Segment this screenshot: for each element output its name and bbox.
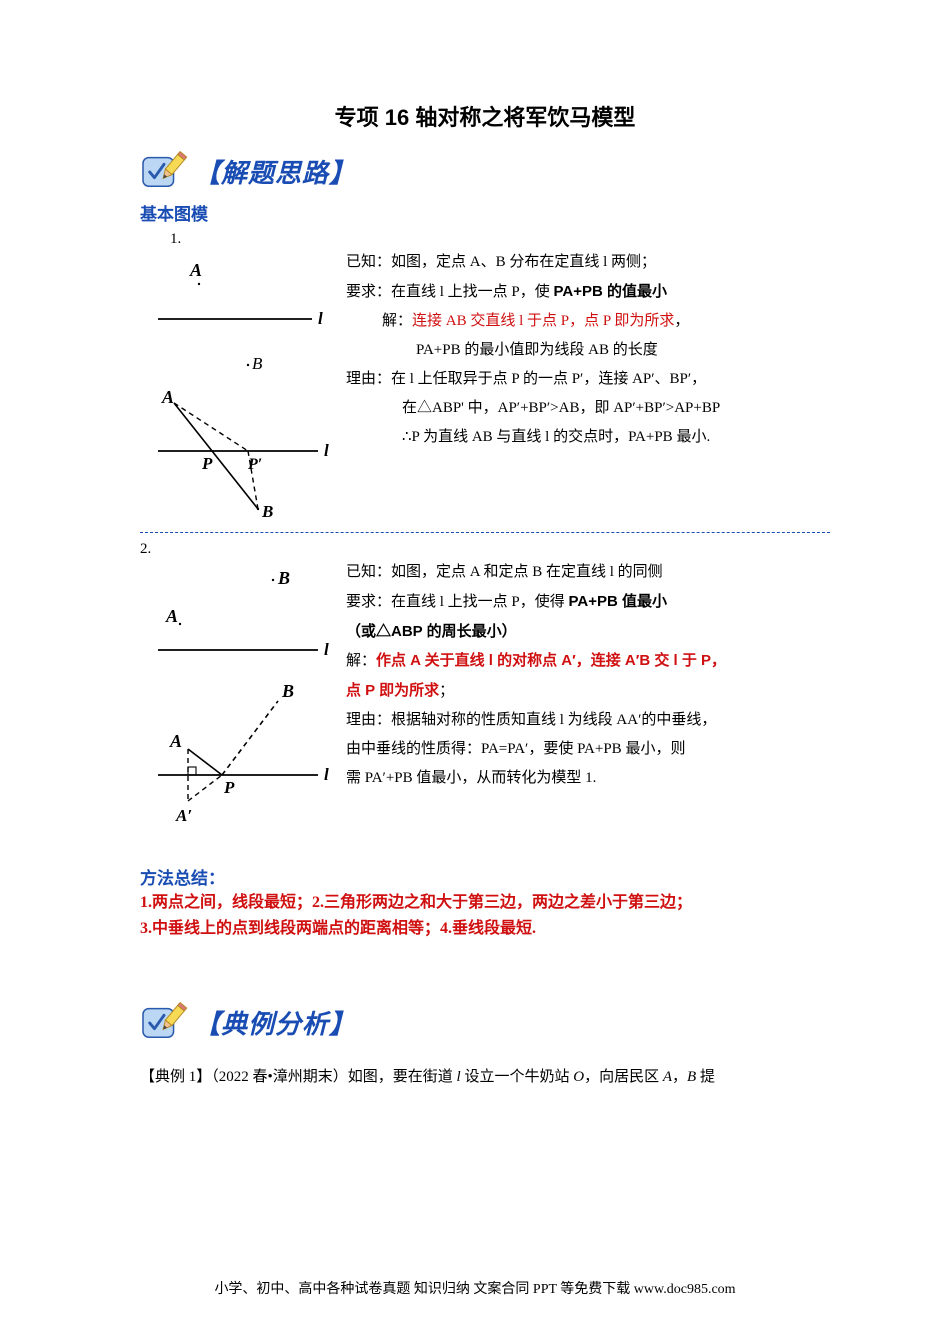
m2-line6: 理由：根据轴对称的性质知直线 l 为线段 AA′的中垂线， [346, 706, 830, 735]
model-1-number: 1. [170, 231, 830, 248]
example-1: 【典例 1】（2022 春•漳州期末）如图，要在街道 l 设立一个牛奶站 O，向… [140, 1065, 830, 1089]
basic-model-heading: 基本图模 [140, 200, 830, 225]
pencil-note-icon [140, 150, 188, 192]
example-B: B [687, 1069, 696, 1085]
m2-req-b: PA+PB 值最小 [569, 593, 668, 610]
example-banner-text: 【典例分析】 [194, 1004, 356, 1041]
m1-line7: ∴P 为直线 AB 与直线 l 的交点时，PA+PB 最小. [346, 423, 830, 452]
example-A: A [663, 1069, 672, 1085]
m1-line4: PA+PB 的最小值即为线段 AB 的长度 [346, 336, 830, 365]
m2-sol: 解：作点 A 关于直线 l 的对称点 A′，连接 A′B 交 l 于 P， [346, 646, 830, 676]
label-A: A [161, 387, 174, 407]
model-1-block: A l B A l P P′ B [140, 248, 830, 526]
example-banner: 【典例分析】 [140, 1001, 830, 1043]
page-title: 专项 16 轴对称之将军饮马模型 [140, 100, 830, 132]
m2-given: 已知：如图，定点 A 和定点 B 在定直线 l 的同侧 [346, 558, 830, 587]
summary-line-1: 1.两点之间，线段最短；2.三角形两边之和大于第三边，两边之差小于第三边； [140, 891, 830, 915]
m2-line8: 需 PA′+PB 值最小，从而转化为模型 1. [346, 764, 830, 793]
label-P: P [201, 454, 213, 473]
m1-line5: 理由：在 l 上任取异于点 P 的一点 P′，连接 AP′、BP′， [346, 365, 830, 394]
m1-req-a: 要求：在直线 l 上找一点 P，使 [346, 284, 554, 300]
m2-req-a: 要求：在直线 l 上找一点 P，使得 [346, 594, 569, 610]
diagram-1b: B A l P P′ B [140, 351, 340, 521]
m1-sol-b: 连接 AB 交直线 l 于点 P，点 P 即为所求 [412, 313, 674, 329]
label-l: l [324, 441, 329, 460]
example-body2: 设立一个牛奶站 [461, 1069, 574, 1085]
example-prefix: 【典例 1】 [140, 1069, 211, 1085]
m1-req: 要求：在直线 l 上找一点 P，使 PA+PB 的值最小 [346, 277, 830, 307]
example-body4: 提 [696, 1069, 715, 1085]
example-comma: ， [672, 1069, 687, 1085]
m2-line3: （或△ABP 的周长最小） [346, 617, 830, 646]
page-footer: 小学、初中、高中各种试卷真题 知识归纳 文案合同 PPT 等免费下载 www.d… [0, 1278, 950, 1298]
label-l: l [318, 309, 323, 328]
label-B-bottom: B [261, 502, 273, 521]
diagram-2a: B A l [140, 564, 340, 670]
label-A-prime: A′ [175, 806, 192, 825]
label-A: A [165, 606, 178, 626]
m1-line6: 在△ABP' 中，AP′+BP′>AB，即 AP′+BP′>AP+BP [346, 394, 830, 423]
m1-given: 已知：如图，定点 A、B 分布在定直线 l 两侧； [346, 248, 830, 277]
model-1-text: 已知：如图，定点 A、B 分布在定直线 l 两侧； 要求：在直线 l 上找一点 … [340, 248, 830, 452]
m2-line5-row: 点 P 即为所求； [346, 676, 830, 706]
example-body1: （2022 春•漳州期末）如图，要在街道 [211, 1069, 456, 1085]
page: 专项 16 轴对称之将军饮马模型 【解题思路】 基本图模 1. A l [0, 0, 950, 1344]
m2-sol-b: 作点 A 关于直线 l 的对称点 A′，连接 A′B 交 l 于 P， [376, 652, 726, 669]
m1-req-b: PA+PB 的值最小 [554, 283, 668, 300]
m2-line5: 点 P 即为所求 [346, 682, 439, 699]
diagram-2b: B l A P A′ [140, 675, 340, 845]
label-P: P [223, 778, 235, 797]
divider-dashed [140, 532, 830, 533]
pencil-note-icon [140, 1001, 188, 1043]
model-2-text: 已知：如图，定点 A 和定点 B 在定直线 l 的同侧 要求：在直线 l 上找一… [340, 558, 830, 793]
m2-req: 要求：在直线 l 上找一点 P，使得 PA+PB 值最小 [346, 587, 830, 617]
label-l: l [324, 765, 329, 784]
summary-head: 方法总结： [140, 864, 830, 889]
model-2-number: 2. [140, 541, 830, 558]
label-A: A [189, 260, 202, 280]
m2-line7: 由中垂线的性质得：PA=PA′，要使 PA+PB 最小，则 [346, 735, 830, 764]
label-A: A [169, 731, 182, 751]
m2-sol-a: 解： [346, 653, 376, 669]
label-l: l [324, 640, 329, 659]
m1-sol-a: 解： [382, 313, 412, 329]
model-1-diagrams: A l B A l P P′ B [140, 248, 340, 526]
model-2-diagrams: B A l B l A P A′ [140, 558, 340, 850]
m1-sol-c: ， [674, 313, 689, 329]
example-O: O [573, 1069, 584, 1085]
label-B: B [281, 681, 294, 701]
diagram-1a: A l [140, 254, 330, 346]
m2-line5b: ； [439, 683, 454, 699]
example-body3: ，向居民区 [584, 1069, 663, 1085]
label-B-top: B [252, 354, 263, 373]
summary-line-2: 3.中垂线上的点到线段两端点的距离相等；4.垂线段最短. [140, 917, 830, 941]
label-P-prime: P′ [247, 456, 262, 473]
model-2-block: B A l B l A P A′ [140, 558, 830, 850]
m1-sol: 解：连接 AB 交直线 l 于点 P，点 P 即为所求， [346, 307, 830, 336]
solution-banner-text: 【解题思路】 [194, 153, 356, 190]
label-B: B [277, 568, 290, 588]
solution-banner: 【解题思路】 [140, 150, 830, 192]
